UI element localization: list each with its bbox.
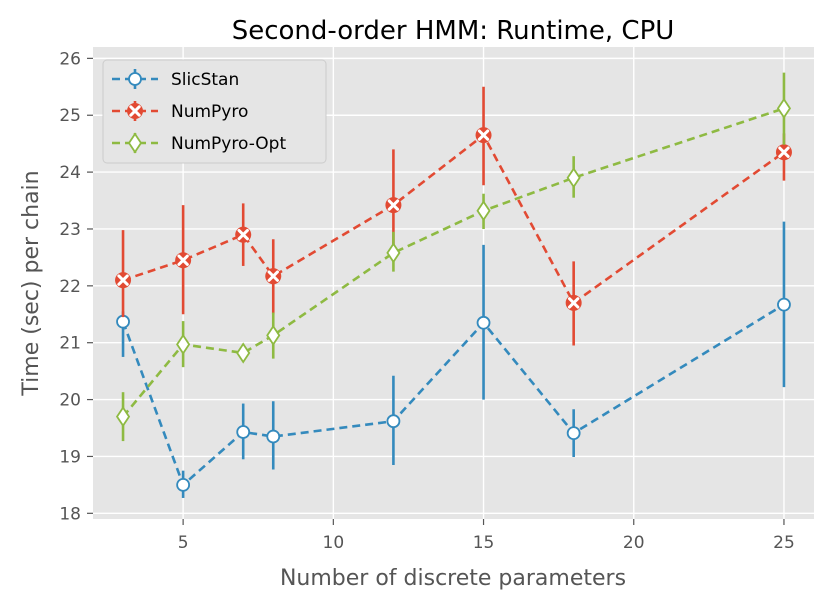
marker-cross: [237, 228, 249, 241]
data-point: [476, 315, 491, 330]
data-point: [476, 200, 491, 222]
ticks: 5 10 15 20 25 18 19 20 21 22 23 24 25 26: [59, 49, 794, 553]
x-tick-label: 20: [623, 533, 645, 553]
marker-cross: [177, 254, 189, 266]
legend-marker: [128, 72, 142, 86]
series-numpyro: [115, 86, 792, 346]
x-tick-label: 15: [473, 533, 495, 553]
series-line: [122, 133, 785, 305]
legend-label: NumPyro-Opt: [171, 134, 286, 154]
series-line: [121, 303, 785, 488]
legend-marker: [127, 103, 143, 119]
data-point: [115, 406, 131, 428]
marker-cross: [567, 297, 580, 309]
data-point: [236, 342, 251, 364]
series-slicstan: [116, 221, 791, 498]
series-layer: [115, 72, 792, 498]
y-tick-label: 18: [59, 504, 81, 524]
data-point: [176, 333, 191, 356]
y-tick-label: 24: [59, 163, 81, 183]
data-point: [386, 414, 401, 429]
marker-cross: [117, 274, 129, 286]
legend-label: NumPyro: [171, 102, 248, 122]
legend-item: NumPyro: [112, 101, 248, 122]
series-numpyro-opt: [115, 72, 792, 442]
data-point: [777, 297, 791, 312]
y-tick-label: 26: [59, 49, 81, 69]
data-point: [386, 242, 401, 264]
marker-cross: [129, 105, 141, 117]
legend-item: NumPyro-Opt: [112, 132, 286, 154]
marker-cross: [778, 146, 790, 158]
y-tick-label: 25: [59, 106, 81, 126]
x-tick-label: 5: [178, 533, 189, 553]
data-point: [116, 314, 130, 329]
marker-cross: [267, 270, 279, 282]
marker-cross: [477, 129, 490, 141]
data-point: [566, 167, 581, 189]
y-tick-label: 19: [59, 447, 81, 467]
data-point: [235, 226, 252, 243]
data-point: [266, 324, 281, 346]
data-point: [175, 252, 192, 269]
y-axis-label: Time (sec) per chain: [19, 170, 44, 396]
data-point: [115, 272, 132, 289]
legend: SlicStan NumPyro NumPyro-Opt: [102, 59, 327, 164]
data-point: [265, 268, 282, 285]
y-tick-label: 23: [59, 220, 81, 240]
marker-cross: [387, 199, 400, 211]
legend-label: SlicStan: [171, 70, 239, 90]
data-point: [566, 426, 581, 441]
legend-box: [102, 59, 327, 164]
legend-item: SlicStan: [112, 69, 239, 90]
data-point: [176, 477, 191, 492]
chart-title: Second-order HMM: Runtime, CPU: [232, 16, 675, 46]
data-point: [775, 144, 792, 161]
data-point: [565, 294, 582, 311]
y-tick-label: 22: [59, 277, 81, 297]
legend-marker: [127, 132, 143, 154]
x-axis-label: Number of discrete parameters: [280, 566, 626, 591]
data-point: [776, 97, 792, 120]
x-tick-label: 25: [773, 533, 795, 553]
series-line: [122, 107, 785, 418]
data-point: [475, 127, 492, 144]
x-tick-label: 10: [323, 533, 345, 553]
data-point: [266, 429, 281, 444]
y-tick-label: 21: [59, 334, 81, 354]
data-point: [385, 197, 402, 214]
y-tick-label: 20: [59, 391, 81, 411]
data-point: [236, 425, 251, 439]
